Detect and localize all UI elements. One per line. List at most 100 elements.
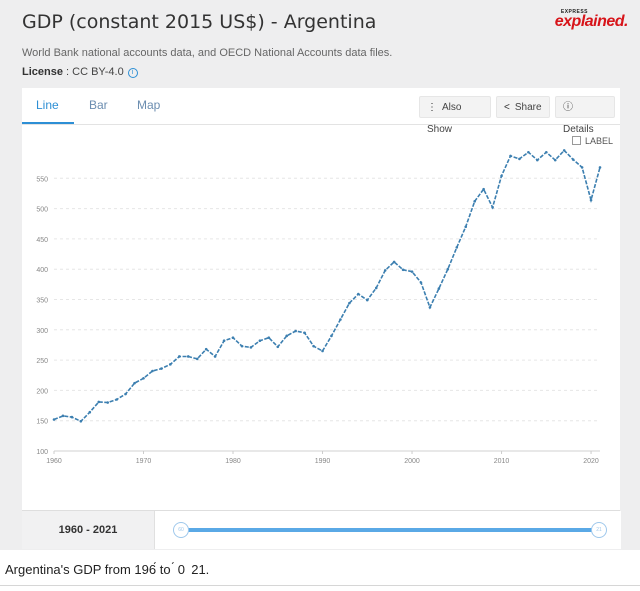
x-tick-label: 1990 xyxy=(315,458,331,465)
data-point xyxy=(392,260,396,264)
data-point xyxy=(285,334,289,338)
data-point xyxy=(562,149,566,152)
data-point xyxy=(52,418,56,421)
data-point xyxy=(580,166,584,169)
brand-small: EXPRESS xyxy=(560,9,588,15)
data-point xyxy=(401,268,405,272)
active-tab-indicator xyxy=(22,122,74,124)
brand-logo: EXPRESS explained. xyxy=(554,9,629,31)
data-point xyxy=(455,246,459,249)
share-icon: < xyxy=(504,102,510,113)
tab-map[interactable]: Map xyxy=(137,98,161,112)
data-point xyxy=(330,334,333,338)
data-point xyxy=(446,267,450,271)
data-point xyxy=(276,345,280,349)
tab-line[interactable]: Line xyxy=(36,98,59,112)
y-tick-label: 350 xyxy=(36,298,48,305)
data-point xyxy=(553,158,557,162)
info-icon[interactable]: i xyxy=(127,68,138,78)
data-point xyxy=(500,174,503,178)
chart-panel: Line Bar Map ⋮ Also Show < Share ⓘDetails … xyxy=(22,88,620,548)
data-source: World Bank national accounts data, and O… xyxy=(22,47,393,59)
data-point xyxy=(249,346,253,349)
share-button[interactable]: < Share xyxy=(496,96,550,118)
details-label: Details xyxy=(563,124,594,135)
range-label: 1960 - 2021 xyxy=(58,524,118,536)
range-slider[interactable]: 60 21 xyxy=(154,511,621,549)
image-caption: Argentina's GDP from 196́ to ́ 0 21. xyxy=(5,562,210,577)
details-button[interactable]: ⓘ Details xyxy=(555,96,615,135)
data-point xyxy=(106,401,110,404)
info-circle-icon: ⓘ xyxy=(563,102,573,113)
data-point xyxy=(321,349,324,353)
data-point xyxy=(365,298,369,302)
data-point xyxy=(357,292,360,296)
data-point xyxy=(258,339,262,343)
data-point xyxy=(464,225,468,229)
label-toggle-text: LABEL xyxy=(585,136,614,146)
y-tick-label: 250 xyxy=(36,358,48,365)
data-point xyxy=(509,154,512,158)
data-point xyxy=(544,150,548,154)
series-line xyxy=(53,149,601,423)
more-vertical-icon: ⋮ xyxy=(427,102,437,113)
data-point xyxy=(491,206,494,209)
checkbox-icon xyxy=(572,136,581,145)
data-point xyxy=(267,336,271,339)
data-point xyxy=(88,410,92,414)
y-tick-label: 550 xyxy=(36,176,48,183)
share-label: Share xyxy=(514,102,542,113)
slider-track[interactable] xyxy=(179,528,597,532)
line-chart: 100 150 200 250 300 350 400 450 500 550 1960 1970 19… xyxy=(36,149,602,465)
data-point xyxy=(536,158,539,162)
tabs-divider xyxy=(22,124,620,125)
data-point xyxy=(473,200,476,203)
data-point xyxy=(204,347,208,351)
slider-handle-start[interactable]: 60 xyxy=(173,522,189,538)
data-point xyxy=(598,166,602,169)
y-tick-label: 400 xyxy=(36,267,48,274)
data-point xyxy=(518,157,521,161)
license-value: : CC BY-4.0 xyxy=(62,66,124,78)
data-point xyxy=(339,318,342,321)
data-point xyxy=(195,357,199,361)
data-point xyxy=(312,344,315,348)
y-tick-label: 200 xyxy=(36,388,48,395)
slider-handle-end[interactable]: 21 xyxy=(591,522,607,538)
data-point xyxy=(115,398,118,401)
data-point xyxy=(186,355,190,358)
data-point xyxy=(222,339,226,343)
data-point xyxy=(213,355,217,358)
caption-divider xyxy=(0,585,640,586)
data-point xyxy=(410,270,414,273)
tab-bar[interactable]: Bar xyxy=(89,98,108,112)
y-tick-label: 500 xyxy=(36,207,48,214)
x-tick-label: 2010 xyxy=(494,458,510,465)
data-point xyxy=(97,400,101,404)
x-tick-label: 2020 xyxy=(583,458,599,465)
y-tick-label: 150 xyxy=(36,419,48,426)
data-point xyxy=(348,301,351,305)
data-point xyxy=(303,331,306,335)
also-show-label: Also Show xyxy=(427,102,462,135)
brand-big: explained. xyxy=(554,13,629,30)
label-toggle[interactable]: LABEL xyxy=(572,136,613,146)
x-tick-label: 2000 xyxy=(404,458,420,465)
data-point xyxy=(589,198,593,202)
y-tick-label: 300 xyxy=(36,328,48,335)
x-tick-label: 1970 xyxy=(136,458,152,465)
data-point xyxy=(437,287,441,290)
x-tick-label: 1960 xyxy=(46,458,62,465)
data-point xyxy=(124,392,127,396)
data-point xyxy=(133,381,136,385)
data-point xyxy=(151,369,154,373)
data-point xyxy=(240,344,244,348)
y-tick-label: 450 xyxy=(36,237,48,244)
data-point xyxy=(70,415,74,419)
data-point xyxy=(294,329,297,333)
data-point xyxy=(571,158,575,161)
also-show-button[interactable]: ⋮ Also Show xyxy=(419,96,491,135)
license: License : CC BY-4.0 i xyxy=(22,66,138,78)
x-tick-label: 1980 xyxy=(225,458,241,465)
data-point xyxy=(419,281,423,284)
